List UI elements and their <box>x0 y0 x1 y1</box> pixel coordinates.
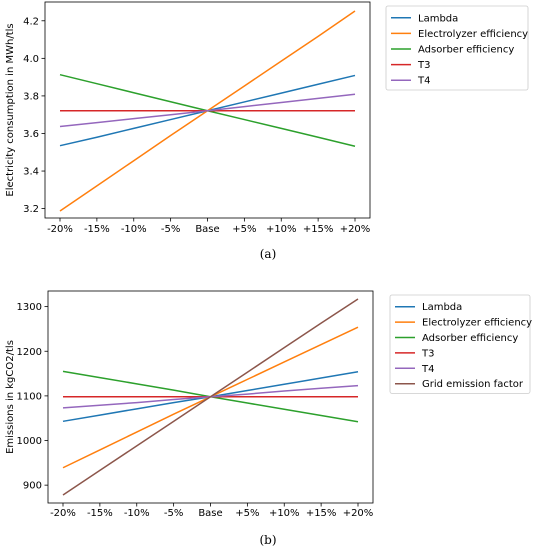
y-axis-label: Electricity consumption in MWh/tls <box>5 23 16 196</box>
panel-caption: (a) <box>260 247 277 261</box>
y-tick-label: 3.4 <box>23 167 39 178</box>
y-tick-label: 3.6 <box>23 129 39 140</box>
x-tick-label: -20% <box>47 224 73 235</box>
y-tick-label: 4.2 <box>23 16 39 27</box>
x-tick-label: +15% <box>303 224 334 235</box>
legend-label: Electrolyzer efficiency <box>418 29 528 40</box>
y-tick-label: 900 <box>23 481 42 492</box>
series-line-grid-emission-factor <box>62 298 359 496</box>
x-tick-label: +10% <box>269 508 300 519</box>
legend-label: T4 <box>421 364 434 375</box>
legend-label: Lambda <box>418 13 458 24</box>
legend-label: Adsorber efficiency <box>422 333 518 344</box>
y-tick-label: 3.8 <box>23 91 39 102</box>
x-tick-label: -5% <box>161 224 180 235</box>
y-axis-label: Emissions in kgCO2/tls <box>5 340 16 454</box>
x-tick-label: Base <box>198 508 222 519</box>
chart-panel-b: 900 1000 1100 1200 1300 -20% -15% -10% -5% Base +5… <box>5 290 532 547</box>
legend-label: T4 <box>417 76 430 87</box>
legend-label: T3 <box>417 60 430 71</box>
legend-label: Electrolyzer efficiency <box>422 318 532 329</box>
x-tick-label: +5% <box>235 508 259 519</box>
y-tick-label: 1200 <box>17 347 42 358</box>
legend-label: Grid emission factor <box>422 379 524 390</box>
y-tick-label: 1300 <box>17 302 42 313</box>
x-tick-label: -10% <box>121 224 147 235</box>
x-tick-label: +20% <box>340 224 371 235</box>
x-tick-label: +5% <box>232 224 256 235</box>
y-tick-label: 1100 <box>17 391 42 402</box>
x-tick-label: +20% <box>343 508 374 519</box>
x-tick-label: -20% <box>50 508 76 519</box>
chart-panel-a: 3.2 3.4 3.6 3.8 4.0 4.2 -20% -15% -10% -5% Base +5%… <box>5 1 529 261</box>
series-line-t4 <box>59 93 356 128</box>
x-tick-label: +10% <box>266 224 297 235</box>
legend-label: T3 <box>421 348 434 359</box>
x-tick-label: Base <box>195 224 219 235</box>
y-tick-label: 1000 <box>17 436 42 447</box>
panel-caption: (b) <box>259 533 276 547</box>
legend-box <box>389 294 531 394</box>
y-tick-label: 4.0 <box>23 54 39 65</box>
legend-label: Adsorber efficiency <box>418 45 514 56</box>
legend-label: Lambda <box>422 302 462 313</box>
x-tick-label: -10% <box>124 508 150 519</box>
x-tick-label: -15% <box>87 508 113 519</box>
x-tick-label: -15% <box>84 224 110 235</box>
y-tick-label: 3.2 <box>23 204 39 215</box>
legend-box <box>385 5 529 91</box>
x-tick-label: +15% <box>306 508 337 519</box>
x-tick-label: -5% <box>164 508 183 519</box>
